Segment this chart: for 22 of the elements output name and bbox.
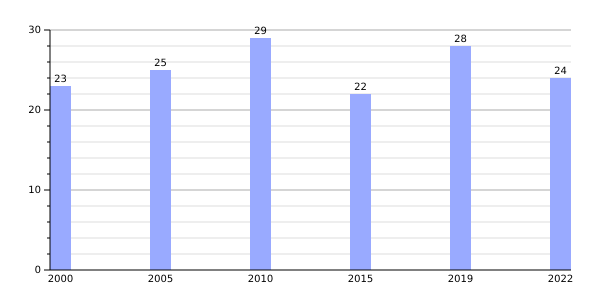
bar: [550, 78, 571, 270]
bar: [250, 38, 271, 270]
bar: [150, 70, 171, 270]
x-tick-label: 2019: [448, 274, 474, 285]
data-label: 23: [54, 74, 67, 85]
data-label: 25: [154, 58, 167, 69]
data-label: 24: [554, 66, 567, 77]
data-label: 22: [354, 82, 367, 93]
y-tick-label: 20: [28, 105, 41, 116]
x-tick-label: 2022: [548, 274, 574, 285]
y-tick-label: 10: [28, 185, 41, 196]
data-label: 28: [454, 34, 467, 45]
x-tick-label: 2005: [148, 274, 174, 285]
x-tick-label: 2000: [48, 274, 74, 285]
data-label: 29: [254, 26, 267, 37]
x-tick-label: 2015: [348, 274, 374, 285]
bar: [450, 46, 471, 270]
y-tick-label: 0: [34, 265, 41, 276]
y-tick-label: 30: [28, 25, 41, 36]
x-tick-label: 2010: [248, 274, 274, 285]
bar: [50, 86, 71, 270]
bar: [350, 94, 371, 270]
